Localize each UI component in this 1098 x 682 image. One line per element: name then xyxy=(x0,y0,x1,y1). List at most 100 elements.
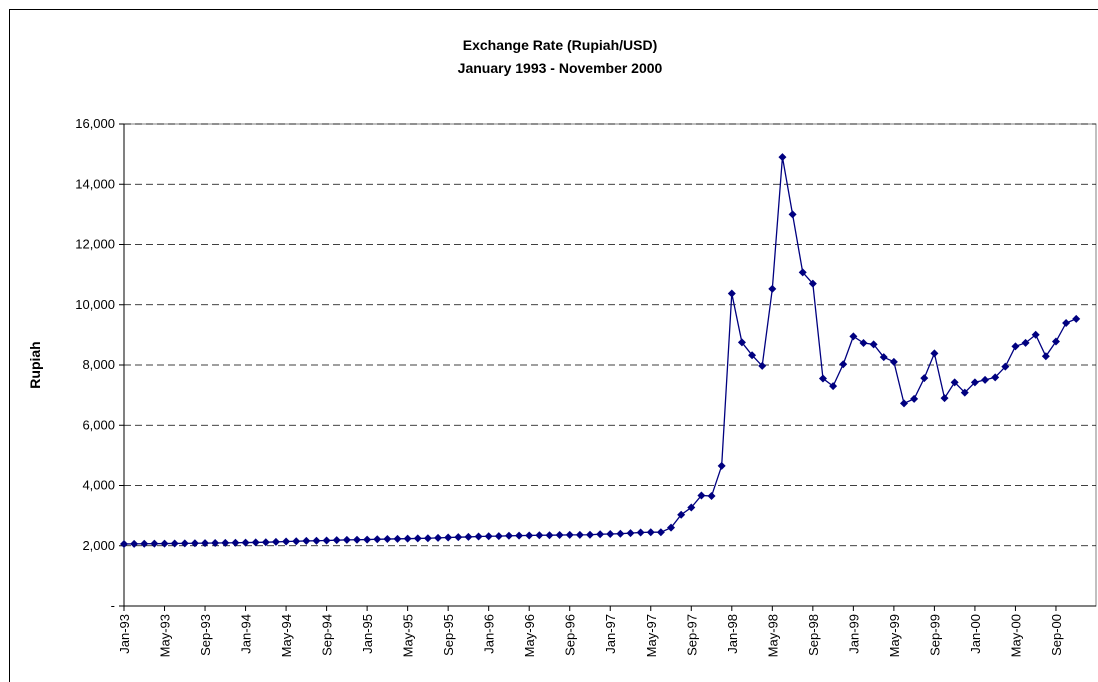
x-tick-label: Jan-93 xyxy=(117,614,132,654)
data-point xyxy=(292,537,301,546)
data-point xyxy=(707,492,716,501)
data-point xyxy=(667,523,676,532)
data-point xyxy=(1021,338,1030,347)
data-point xyxy=(434,533,443,542)
data-point xyxy=(231,538,240,547)
x-tick-label: Sep-93 xyxy=(198,614,213,656)
data-point xyxy=(282,537,291,546)
data-point xyxy=(596,530,605,539)
data-point xyxy=(606,530,615,539)
data-point xyxy=(140,539,149,548)
data-point xyxy=(829,382,838,391)
data-point xyxy=(808,279,817,288)
data-point xyxy=(464,532,473,541)
data-point xyxy=(261,538,270,547)
data-point xyxy=(585,530,594,539)
data-point xyxy=(626,529,635,538)
data-point xyxy=(474,532,483,541)
data-point xyxy=(160,539,169,548)
data-point xyxy=(221,538,230,547)
data-point xyxy=(454,533,463,542)
x-tick-label: Sep-00 xyxy=(1049,614,1064,656)
data-point xyxy=(545,531,554,540)
y-tick-label: - xyxy=(111,598,115,613)
data-point xyxy=(1001,362,1010,371)
y-tick-label: 10,000 xyxy=(75,297,115,312)
x-tick-label: Sep-94 xyxy=(320,614,335,656)
data-point xyxy=(322,536,331,545)
data-point xyxy=(930,349,939,358)
data-point xyxy=(271,537,280,546)
y-tick-label: 6,000 xyxy=(82,417,115,432)
x-tick-label: May-95 xyxy=(401,614,416,657)
data-point xyxy=(444,533,453,542)
data-point xyxy=(910,394,919,403)
data-point xyxy=(818,374,827,383)
data-point xyxy=(201,539,210,548)
data-point xyxy=(768,284,777,293)
data-point xyxy=(656,528,665,537)
data-point xyxy=(1011,342,1020,351)
data-point xyxy=(717,461,726,470)
data-point xyxy=(758,361,767,370)
data-point xyxy=(241,538,250,547)
data-point xyxy=(677,510,686,519)
x-tick-label: Jan-00 xyxy=(968,614,983,654)
data-point xyxy=(575,530,584,539)
data-point xyxy=(525,531,534,540)
data-point xyxy=(1041,352,1050,361)
data-point xyxy=(565,530,574,539)
x-tick-label: May-96 xyxy=(522,614,537,657)
x-tick-label: May-97 xyxy=(644,614,659,657)
data-point xyxy=(180,539,189,548)
data-point xyxy=(636,528,645,537)
data-point xyxy=(778,153,787,162)
x-tick-label: May-93 xyxy=(158,614,173,657)
data-point xyxy=(889,357,898,366)
y-tick-label: 2,000 xyxy=(82,538,115,553)
data-point xyxy=(312,536,321,545)
y-tick-label: 12,000 xyxy=(75,237,115,252)
x-tick-label: Sep-97 xyxy=(684,614,699,656)
data-point xyxy=(555,531,564,540)
data-point xyxy=(484,532,493,541)
data-point xyxy=(504,531,513,540)
x-tick-label: May-94 xyxy=(279,614,294,657)
chart-subtitle: January 1993 - November 2000 xyxy=(458,60,663,76)
x-tick-label: Jan-95 xyxy=(360,614,375,654)
y-tick-label: 14,000 xyxy=(75,176,115,191)
data-point xyxy=(737,338,746,347)
x-tick-label: Sep-95 xyxy=(441,614,456,656)
data-point xyxy=(727,289,736,298)
x-tick-label: May-00 xyxy=(1008,614,1023,657)
data-point xyxy=(687,503,696,512)
data-point xyxy=(352,535,361,544)
x-tick-label: Jan-98 xyxy=(725,614,740,654)
data-point xyxy=(920,374,929,383)
data-point xyxy=(120,539,128,548)
data-point xyxy=(190,539,199,548)
data-point xyxy=(515,531,524,540)
data-point xyxy=(849,332,858,341)
data-point xyxy=(616,529,625,538)
x-tick-label: May-99 xyxy=(887,614,902,657)
data-point xyxy=(970,378,979,387)
x-tick-label: Sep-96 xyxy=(563,614,578,656)
data-point xyxy=(342,535,351,544)
data-point xyxy=(869,340,878,349)
x-tick-label: Jan-94 xyxy=(239,614,254,654)
data-point xyxy=(150,539,159,548)
y-axis-label: Rupiah xyxy=(27,341,43,388)
x-tick-label: Jan-99 xyxy=(846,614,861,654)
data-point xyxy=(859,339,868,348)
data-point xyxy=(211,539,220,548)
data-point xyxy=(383,535,392,544)
data-point xyxy=(960,388,969,397)
data-point xyxy=(950,378,959,387)
data-point xyxy=(332,536,341,545)
data-point xyxy=(170,539,179,548)
x-tick-label: Sep-99 xyxy=(927,614,942,656)
x-tick-label: May-98 xyxy=(765,614,780,657)
data-point xyxy=(535,531,544,540)
